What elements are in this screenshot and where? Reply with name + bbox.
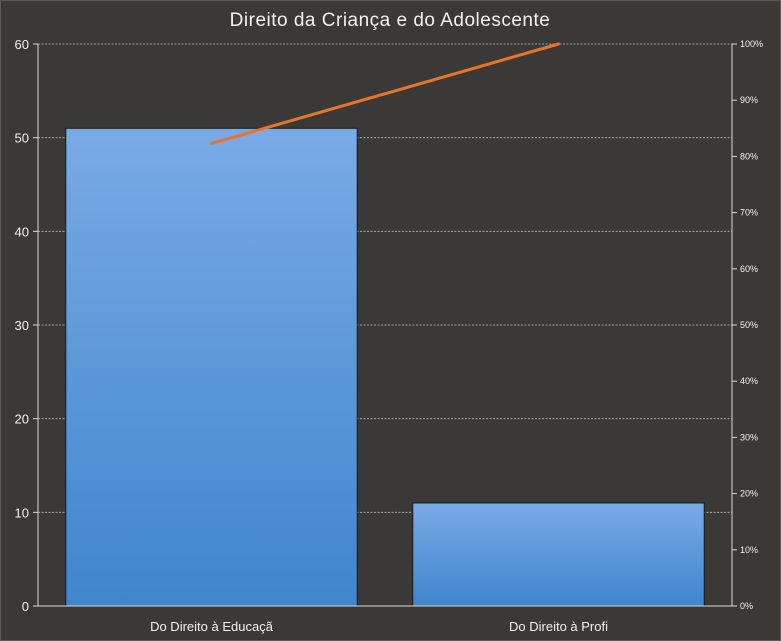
bar <box>65 127 358 607</box>
y2-tick-label: 40% <box>740 376 758 386</box>
y2-tick-label: 30% <box>740 432 758 442</box>
y-tick-label: 10 <box>15 505 29 520</box>
y-tick-label: 20 <box>15 412 29 427</box>
y2-axis-ticks: 0% 10% 20% 30% 40% 50% 60% 70% 80% 90% 100% <box>740 39 763 611</box>
chart-title: Direito da Criança e do Adolescente <box>230 10 551 31</box>
y-tick-label: 30 <box>15 318 29 333</box>
bars <box>65 127 705 607</box>
y-tick-label: 0 <box>22 599 29 614</box>
y-tick-label: 60 <box>15 37 29 52</box>
cumulative-line-layer <box>210 42 560 145</box>
y2-tick-label: 100% <box>740 39 763 49</box>
y2-tick-label: 0% <box>740 601 753 611</box>
x-tick-label: Do Direito à Profi <box>509 619 608 634</box>
y2-tick-label: 70% <box>740 208 758 218</box>
x-tick-label: Do Direito à Educaçã <box>150 619 274 634</box>
axes <box>33 43 737 607</box>
cumulative-percent-line <box>210 42 560 145</box>
y-tick-label: 40 <box>15 224 29 239</box>
y2-tick-label: 90% <box>740 95 758 105</box>
y2-tick-label: 60% <box>740 264 758 274</box>
x-axis-ticks: Do Direito à Educaçã Do Direito à Profi <box>150 619 608 634</box>
bar <box>412 502 705 607</box>
y2-tick-label: 20% <box>740 489 758 499</box>
y2-tick-label: 10% <box>740 545 758 555</box>
y-axis-ticks: 0 10 20 30 40 50 60 <box>15 37 29 614</box>
y2-tick-label: 50% <box>740 320 758 330</box>
y-tick-label: 50 <box>15 131 29 146</box>
y2-tick-label: 80% <box>740 151 758 161</box>
